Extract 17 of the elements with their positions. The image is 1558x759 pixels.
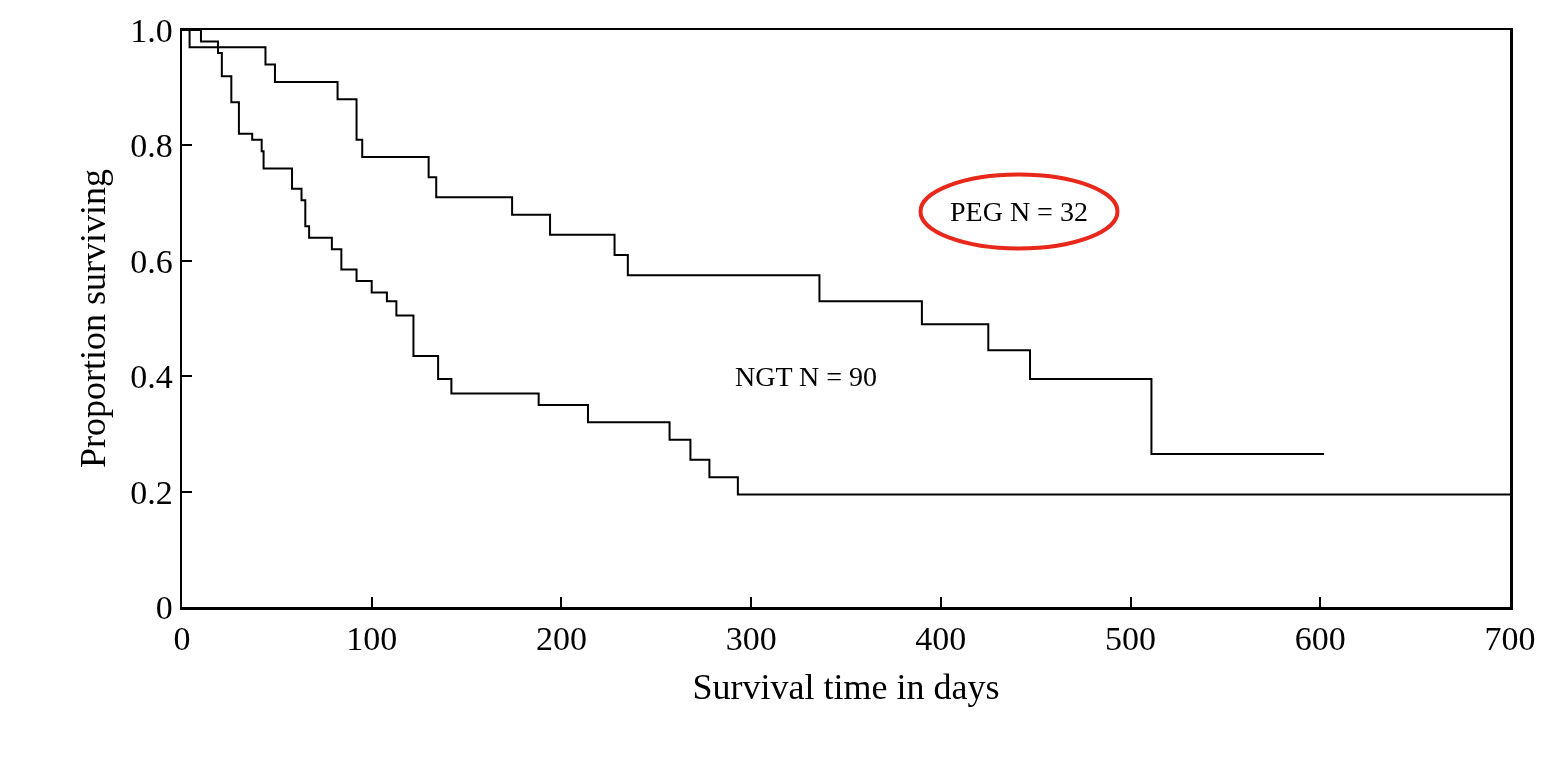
y-axis-title: Proportion surviving (72, 168, 113, 469)
text: NGT N = 90 (735, 361, 878, 392)
y-tick-label: 0.6 (130, 242, 173, 280)
x-tick-label: 700 (1484, 620, 1536, 658)
y-tick-label: 0.2 (130, 473, 173, 511)
text: PEG N = 32 (950, 196, 1088, 227)
x-tick-label: 300 (725, 620, 777, 658)
y-tick-label: 0.4 (130, 358, 173, 396)
x-tick-label: 500 (1105, 620, 1157, 658)
x-tick-label: 200 (535, 620, 587, 658)
x-tick-label: 100 (346, 620, 398, 658)
x-axis-title: Survival time in days (692, 667, 1000, 708)
y-tick-label: 0.8 (130, 127, 173, 165)
x-tick-label: 400 (915, 620, 967, 658)
y-tick-label: 0 (155, 588, 173, 626)
x-tick-label: 600 (1294, 620, 1346, 658)
y-tick-label: 1.0 (130, 11, 173, 49)
